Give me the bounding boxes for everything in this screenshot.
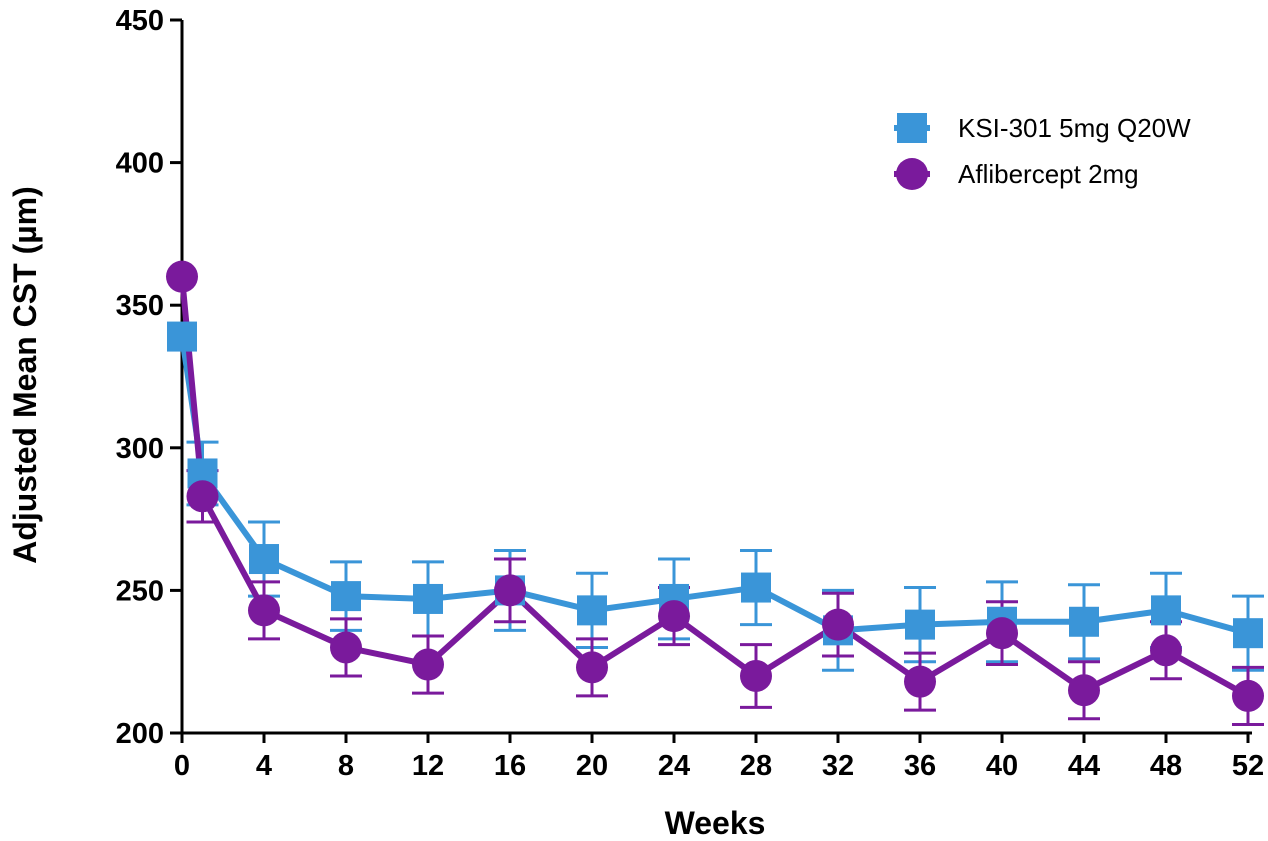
x-tick-label: 4 <box>256 750 272 782</box>
legend-aflibercept-2mg-label: Aflibercept 2mg <box>958 159 1139 189</box>
x-tick-label: 8 <box>338 750 354 782</box>
y-tick-label: 250 <box>116 575 164 607</box>
ksi-301-5mg-q20w-point <box>1233 618 1263 649</box>
aflibercept-2mg-point <box>986 617 1018 650</box>
x-tick-label: 28 <box>740 750 772 782</box>
ksi-301-5mg-q20w-point <box>1151 595 1181 626</box>
aflibercept-2mg-point <box>166 260 198 293</box>
x-tick-label: 48 <box>1150 750 1182 782</box>
x-tick-label: 20 <box>576 750 608 782</box>
aflibercept-2mg-point <box>330 631 362 664</box>
aflibercept-2mg-point <box>658 600 690 633</box>
x-tick-label: 36 <box>904 750 936 782</box>
ksi-301-5mg-q20w-point <box>331 581 361 612</box>
aflibercept-2mg-point <box>1150 634 1182 667</box>
aflibercept-2mg-point <box>740 659 772 692</box>
aflibercept-2mg-point <box>1068 674 1100 707</box>
x-tick-label: 32 <box>822 750 854 782</box>
ksi-301-5mg-q20w-point <box>577 595 607 626</box>
ksi-301-5mg-q20w-point <box>741 572 771 603</box>
x-tick-label: 0 <box>174 750 190 782</box>
x-tick-label: 52 <box>1232 750 1264 782</box>
aflibercept-2mg-point <box>822 608 854 641</box>
legend: KSI-301 5mg Q20W Aflibercept 2mg <box>894 113 1191 190</box>
y-tick-label: 350 <box>116 290 164 322</box>
x-tick-label: 44 <box>1068 750 1100 782</box>
legend-aflibercept-2mg-marker <box>896 158 928 190</box>
ksi-301-5mg-q20w-point <box>1069 606 1099 637</box>
y-axis-label: Adjusted Mean CST (µm) <box>7 186 43 564</box>
x-tick-label: 24 <box>658 750 690 782</box>
y-tick-label: 400 <box>116 148 164 180</box>
legend-ksi-301-5mg-q20w-label: KSI-301 5mg Q20W <box>958 113 1191 143</box>
legend-ksi-301-5mg-q20w-marker <box>897 113 927 143</box>
x-tick-label: 40 <box>986 750 1018 782</box>
aflibercept-2mg-point <box>186 480 219 513</box>
y-tick-label: 450 <box>116 5 164 37</box>
y-tick-label: 200 <box>116 718 164 750</box>
x-axis-label: Weeks <box>665 805 766 841</box>
ksi-301-5mg-q20w-point <box>167 321 197 352</box>
y-tick-label: 300 <box>116 433 164 465</box>
ksi-301-5mg-q20w-point <box>905 609 935 640</box>
aflibercept-2mg-point <box>248 594 280 627</box>
aflibercept-2mg-point <box>494 574 526 607</box>
series-markers <box>166 260 1264 712</box>
ksi-301-5mg-q20w-point <box>413 583 443 614</box>
ksi-301-5mg-q20w-point <box>249 544 279 575</box>
x-tick-label: 12 <box>412 750 444 782</box>
aflibercept-2mg-point <box>904 665 936 698</box>
aflibercept-2mg-point <box>412 648 444 681</box>
aflibercept-2mg-point <box>1232 679 1264 712</box>
aflibercept-2mg-point <box>576 651 608 684</box>
x-tick-label: 16 <box>494 750 526 782</box>
